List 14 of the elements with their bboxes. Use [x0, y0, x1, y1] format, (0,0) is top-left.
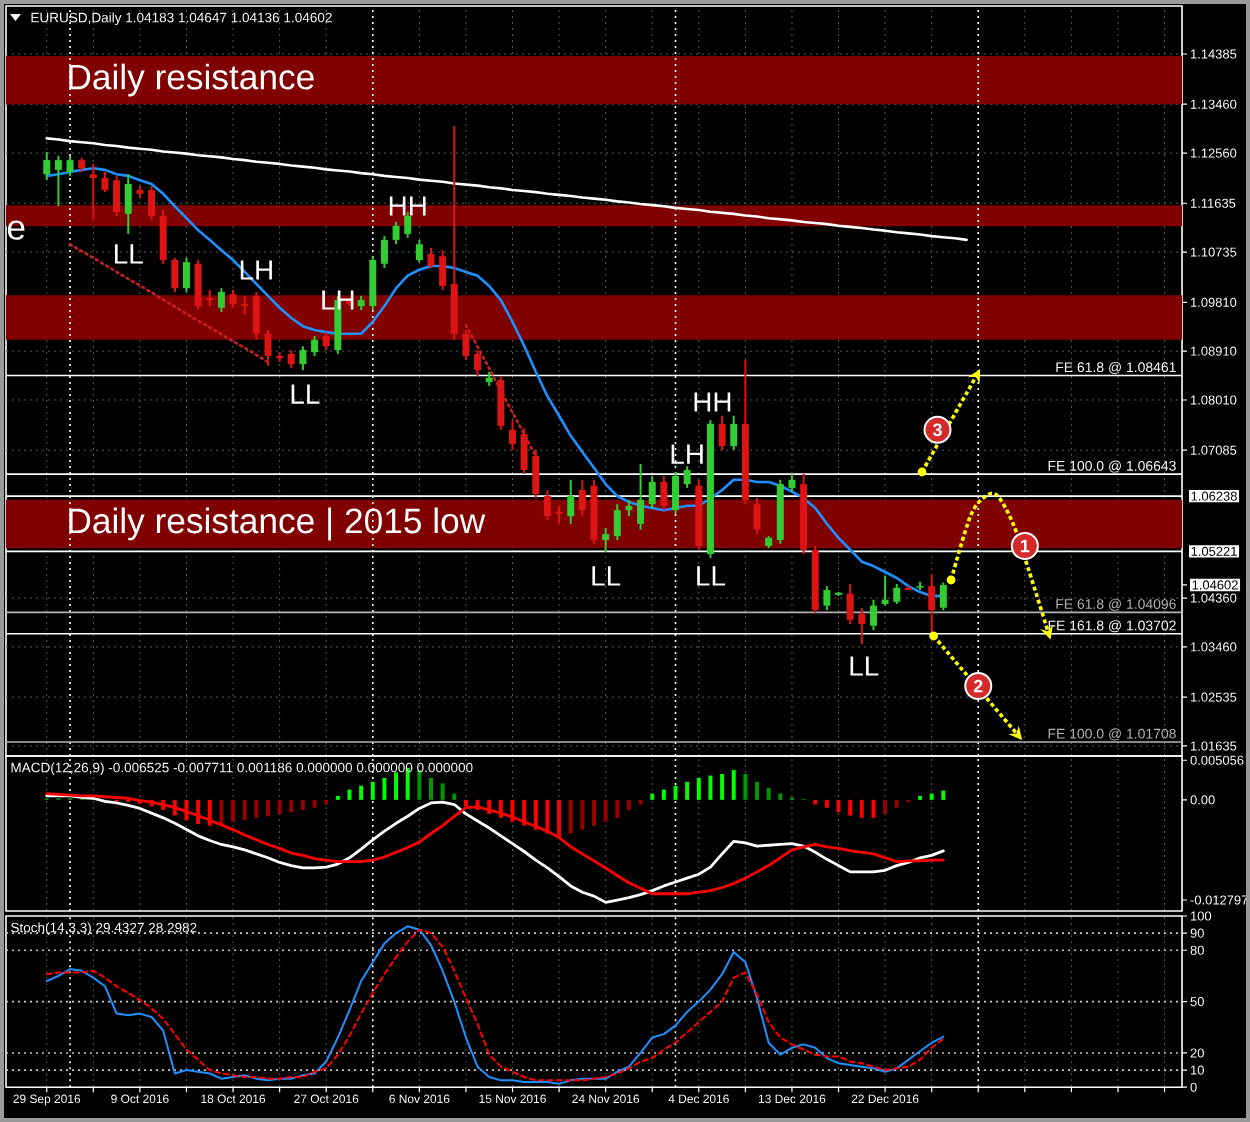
annotation: LL: [850, 656, 879, 676]
annotation: HH: [694, 392, 731, 412]
band-label: Daily resistance: [69, 63, 314, 97]
annotation: 2: [973, 679, 983, 693]
band-label: Daily resistance | 2015 low: [69, 507, 486, 541]
annotation: HH: [389, 196, 426, 216]
annotation: LL: [291, 384, 320, 404]
annotation: LL: [592, 566, 621, 586]
annotation: 3: [932, 423, 942, 437]
annotation: LL: [115, 244, 143, 264]
annotation: LL: [697, 566, 726, 586]
annotation: LH: [671, 444, 703, 464]
annotation: 1: [1020, 539, 1030, 553]
annotation: e: [7, 220, 25, 240]
